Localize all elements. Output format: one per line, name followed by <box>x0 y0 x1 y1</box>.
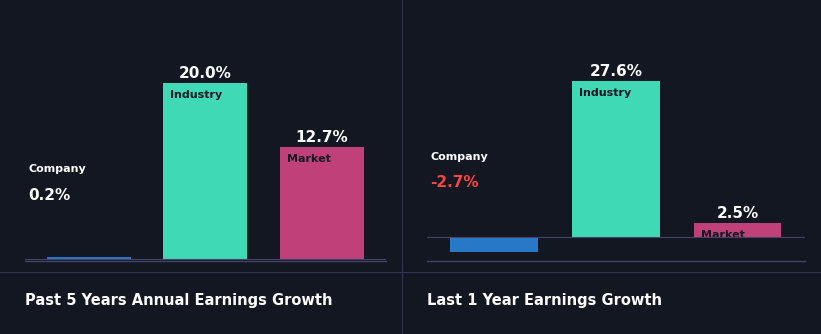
Text: Industry: Industry <box>170 90 222 100</box>
Text: Market: Market <box>701 230 745 240</box>
Bar <box>450 237 538 252</box>
Text: 20.0%: 20.0% <box>179 66 232 81</box>
Bar <box>47 257 131 259</box>
Bar <box>280 147 364 259</box>
Text: Last 1 Year Earnings Growth: Last 1 Year Earnings Growth <box>427 293 662 308</box>
Text: Industry: Industry <box>579 88 631 98</box>
Text: Company: Company <box>430 152 488 162</box>
Bar <box>572 81 659 237</box>
Text: 27.6%: 27.6% <box>589 64 642 79</box>
Text: Market: Market <box>287 154 331 164</box>
Bar <box>163 83 247 259</box>
Bar <box>694 223 782 237</box>
Text: 2.5%: 2.5% <box>717 206 759 221</box>
Text: 12.7%: 12.7% <box>296 130 348 145</box>
Text: -2.7%: -2.7% <box>430 175 479 190</box>
Text: 0.2%: 0.2% <box>28 188 71 202</box>
Text: Company: Company <box>28 164 86 174</box>
Text: Past 5 Years Annual Earnings Growth: Past 5 Years Annual Earnings Growth <box>25 293 333 308</box>
